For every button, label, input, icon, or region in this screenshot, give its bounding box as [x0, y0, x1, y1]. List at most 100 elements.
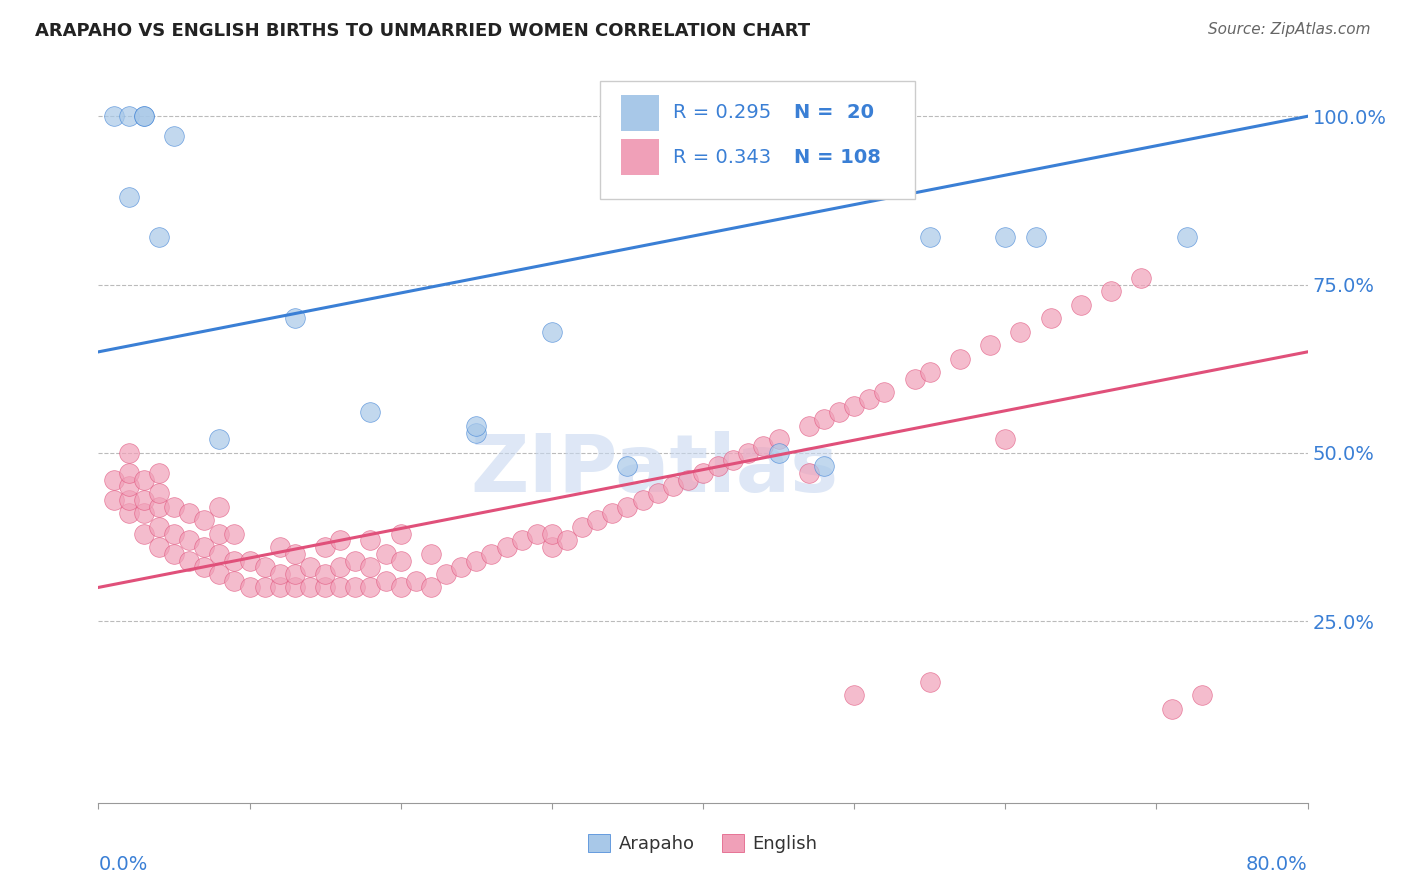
Point: [918, 674, 941, 689]
Point: [284, 566, 307, 581]
Point: [389, 526, 412, 541]
Point: [148, 486, 170, 500]
Point: [405, 574, 427, 588]
Point: [132, 526, 155, 541]
Point: [193, 560, 215, 574]
FancyBboxPatch shape: [600, 81, 915, 200]
Point: [163, 526, 186, 541]
Point: [224, 526, 246, 541]
Point: [360, 405, 382, 419]
Point: [239, 553, 262, 567]
Point: [979, 338, 1001, 352]
Point: [571, 520, 593, 534]
Point: [179, 553, 201, 567]
Point: [994, 230, 1017, 244]
Point: [118, 190, 141, 204]
Point: [813, 459, 835, 474]
Text: N = 108: N = 108: [793, 148, 880, 167]
Point: [1191, 688, 1213, 702]
Point: [1099, 285, 1122, 299]
Point: [844, 399, 866, 413]
Point: [434, 566, 457, 581]
FancyBboxPatch shape: [621, 95, 659, 130]
Point: [148, 500, 170, 514]
Point: [616, 500, 638, 514]
Point: [179, 507, 201, 521]
Point: [299, 560, 322, 574]
Point: [132, 473, 155, 487]
Point: [329, 533, 352, 548]
Point: [555, 533, 578, 548]
Point: [132, 492, 155, 507]
Point: [1130, 270, 1153, 285]
Point: [118, 492, 141, 507]
Point: [224, 574, 246, 588]
Point: [828, 405, 851, 419]
Point: [118, 109, 141, 123]
Text: Source: ZipAtlas.com: Source: ZipAtlas.com: [1208, 22, 1371, 37]
Point: [118, 466, 141, 480]
Point: [904, 372, 927, 386]
Point: [163, 500, 186, 514]
Point: [768, 446, 790, 460]
Point: [253, 560, 276, 574]
Point: [148, 466, 170, 480]
Point: [269, 540, 291, 554]
Point: [1175, 230, 1198, 244]
Point: [208, 566, 231, 581]
Point: [284, 581, 307, 595]
Text: R = 0.295: R = 0.295: [672, 103, 770, 122]
Point: [602, 507, 624, 521]
Point: [1010, 325, 1032, 339]
Point: [344, 553, 367, 567]
Point: [540, 540, 562, 554]
Point: [132, 109, 155, 123]
Point: [813, 412, 835, 426]
Point: [495, 540, 517, 554]
Point: [797, 466, 820, 480]
Point: [616, 459, 638, 474]
Point: [179, 533, 201, 548]
Point: [163, 129, 186, 144]
Point: [329, 581, 352, 595]
Point: [253, 581, 276, 595]
Point: [374, 574, 396, 588]
Point: [723, 452, 745, 467]
Point: [193, 513, 215, 527]
Point: [193, 540, 215, 554]
Point: [224, 553, 246, 567]
Point: [103, 473, 125, 487]
Point: [707, 459, 730, 474]
Point: [239, 581, 262, 595]
Point: [844, 688, 866, 702]
Point: [103, 492, 125, 507]
Point: [540, 325, 562, 339]
Point: [360, 560, 382, 574]
Point: [389, 553, 412, 567]
Point: [737, 446, 759, 460]
Text: 80.0%: 80.0%: [1246, 855, 1308, 873]
Point: [949, 351, 972, 366]
Point: [344, 581, 367, 595]
Point: [918, 365, 941, 379]
Point: [420, 581, 443, 595]
Point: [163, 547, 186, 561]
Point: [1039, 311, 1062, 326]
Point: [540, 526, 562, 541]
Point: [269, 581, 291, 595]
Point: [148, 230, 170, 244]
Text: ZIPatlas: ZIPatlas: [471, 431, 839, 508]
Point: [661, 479, 683, 493]
Point: [132, 507, 155, 521]
Text: ARAPAHO VS ENGLISH BIRTHS TO UNMARRIED WOMEN CORRELATION CHART: ARAPAHO VS ENGLISH BIRTHS TO UNMARRIED W…: [35, 22, 810, 40]
Point: [450, 560, 472, 574]
Point: [481, 547, 503, 561]
Point: [360, 533, 382, 548]
FancyBboxPatch shape: [621, 139, 659, 175]
Point: [510, 533, 533, 548]
Point: [692, 466, 714, 480]
Point: [118, 507, 141, 521]
Point: [752, 439, 775, 453]
Point: [586, 513, 609, 527]
Point: [994, 433, 1017, 447]
